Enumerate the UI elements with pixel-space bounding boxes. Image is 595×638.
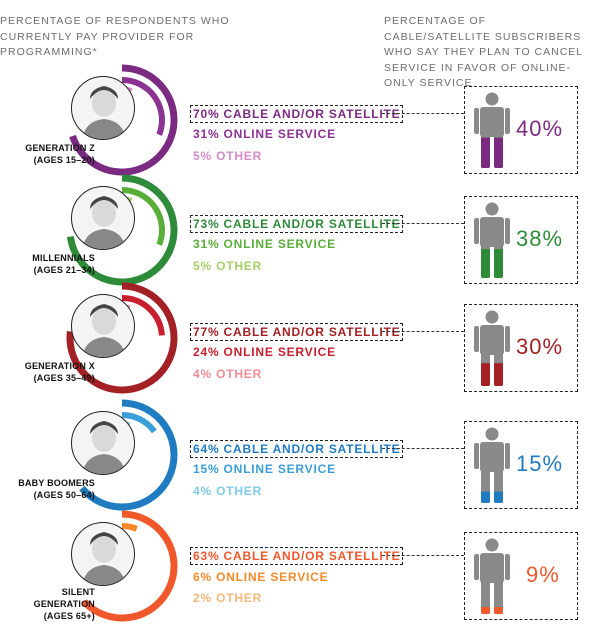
person-box (464, 532, 578, 620)
person-box (464, 86, 578, 174)
ring-online-3 (121, 412, 157, 434)
stat-online: 6% ONLINE SERVICE (193, 570, 329, 584)
ring-online-4 (121, 523, 138, 532)
ring-cable-0 (69, 64, 178, 176)
connector-line (382, 331, 464, 332)
generation-label: GENERATION Z (AGES 15–20) (25, 143, 95, 165)
stat-other: 4% OTHER (193, 367, 263, 381)
person-box (464, 304, 578, 392)
stat-other: 5% OTHER (193, 149, 263, 163)
person-icon (474, 427, 510, 503)
generation-label: MILLENNIALS (AGES 21–34) (32, 253, 95, 275)
connector-line (382, 223, 464, 224)
stat-online: 24% ONLINE SERVICE (193, 345, 336, 359)
person-box (464, 196, 578, 284)
ring-cable-2 (66, 282, 178, 394)
person-box (464, 421, 578, 509)
stat-online: 31% ONLINE SERVICE (193, 237, 336, 251)
stat-other: 2% OTHER (193, 591, 263, 605)
person-icon (474, 202, 510, 278)
stat-cable: 63% CABLE AND/OR SATELLITE (190, 547, 404, 565)
connector-line (382, 555, 464, 556)
connector-line (382, 113, 464, 114)
right-header: PERCENTAGE OF CABLE/SATELLITE SUBSCRIBER… (384, 15, 583, 89)
stat-online: 15% ONLINE SERVICE (193, 462, 336, 476)
connector-line (382, 448, 464, 449)
person-icon (474, 310, 510, 386)
stat-cable: 64% CABLE AND/OR SATELLITE (190, 440, 404, 458)
generation-label: SILENT GENERATION (AGES 65+) (33, 587, 95, 621)
avatar (71, 411, 135, 475)
stat-cable: 77% CABLE AND/OR SATELLITE (190, 323, 404, 341)
cancel-percent: 40% (516, 116, 564, 141)
avatar (71, 186, 135, 250)
person-icon (474, 92, 510, 168)
stat-cable: 70% CABLE AND/OR SATELLITE (190, 105, 404, 123)
avatar (71, 294, 135, 358)
ring-online-1 (121, 187, 165, 246)
ring-cable-3 (79, 399, 178, 511)
cancel-percent: 30% (516, 334, 564, 359)
cancel-percent: 9% (526, 562, 560, 587)
stat-other: 4% OTHER (193, 484, 263, 498)
generation-label: GENERATION X (AGES 35–49) (24, 361, 95, 383)
avatar (71, 76, 135, 140)
generation-label: BABY BOOMERS (AGES 50–64) (18, 478, 95, 500)
ring-cable-1 (66, 174, 178, 286)
ring-cable-4 (81, 510, 178, 622)
cancel-percent: 38% (516, 226, 564, 251)
stat-cable: 73% CABLE AND/OR SATELLITE (190, 215, 404, 233)
cancel-percent: 15% (516, 451, 564, 476)
stat-other: 5% OTHER (193, 259, 263, 273)
avatar (71, 522, 135, 586)
ring-online-0 (121, 77, 165, 136)
left-header: PERCENTAGE OF RESPONDENTS WHO CURRENTLY … (0, 15, 230, 58)
ring-online-2 (121, 295, 165, 336)
stat-online: 31% ONLINE SERVICE (193, 127, 336, 141)
person-icon (474, 538, 510, 614)
